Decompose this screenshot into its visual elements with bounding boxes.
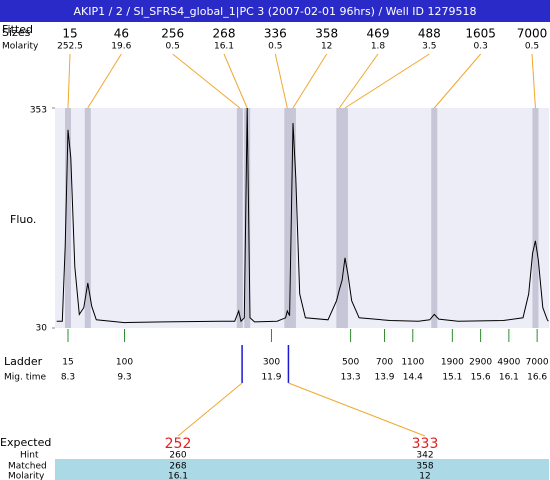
title-bar [0,0,550,22]
peak-molarity: 0.5 [268,42,282,52]
expected-value: 333 [412,436,439,452]
peak-size: 336 [264,27,287,41]
ladder-time: 16.1 [499,373,519,383]
expected-connector [177,382,243,437]
ladder-size: 1900 [441,358,464,368]
sizes-label: Sizes [2,26,31,39]
hint-value: 260 [169,451,186,461]
peak-connector [87,53,122,109]
ladder-size: 700 [376,358,393,368]
peak-size: 15 [62,27,77,41]
ladder-size: 100 [116,358,133,368]
matched-value: 268 [169,462,186,472]
matched-label: Matched [8,462,47,472]
ladder-size: 2900 [469,358,492,368]
peak-band [336,108,343,328]
ladder-size: 1100 [401,358,424,368]
y-label: Fluo. [10,213,36,226]
ladder-label: Ladder [4,355,43,368]
matched-row-bg [55,459,549,480]
molarity-label: Molarity [2,42,39,52]
peak-band [341,108,348,328]
trace-line [56,108,549,324]
ladder-time: 8.3 [61,373,75,383]
ladder-size: 300 [263,358,280,368]
matched-molarity: 16.1 [168,472,188,480]
plot-area [55,108,549,328]
peak-connector [67,53,71,109]
title: AKIP1 / 2 / SI_SFRS4_global_1|PC 3 (2007… [74,5,477,18]
ladder-size: 7000 [526,358,549,368]
peak-size: 256 [161,27,184,41]
peak-connector [344,53,430,109]
mig-time-label: Mig. time [4,373,46,383]
matched-value: 358 [416,462,433,472]
ladder-size: 500 [342,358,359,368]
expected-connector [288,382,426,437]
peak-connector [433,53,482,109]
peak-molarity: 1.8 [371,42,386,52]
peak-size: 358 [315,27,338,41]
peak-molarity: 3.5 [422,42,436,52]
peak-band [431,108,438,328]
peak-connector [172,53,241,109]
peak-molarity: 16.1 [214,42,234,52]
peak-molarity: 0.5 [166,42,180,52]
hint-label: Hint [20,451,39,461]
peak-size: 46 [114,27,129,41]
y-tick-label: 30 [36,324,48,334]
peak-molarity: 0.5 [525,42,539,52]
fitted-label: Fitted [2,23,33,36]
ladder-time: 9.3 [117,373,131,383]
ladder-time: 13.9 [374,373,394,383]
ladder-time: 16.6 [527,373,547,383]
ladder-time: 15.1 [442,373,462,383]
ladder-time: 13.3 [341,373,361,383]
ladder-size: 15 [62,358,73,368]
peak-size: 268 [213,27,236,41]
peak-band [289,108,296,328]
peak-band [65,108,71,328]
expected-value: 252 [165,436,192,452]
ladder-time: 15.6 [471,373,491,383]
expected-molarity-label: Molarity [8,472,45,480]
y-tick-label: 353 [30,106,47,116]
peak-size: 488 [418,27,441,41]
peak-molarity: 252.5 [57,42,83,52]
expected-label: Expected [0,436,51,449]
peak-band [284,108,291,328]
peak-connector [292,53,328,109]
peak-connector [338,53,379,109]
peak-band [532,108,539,328]
peak-size: 1605 [465,27,496,41]
peak-band [244,108,251,328]
peak-molarity: 12 [321,42,332,52]
peak-connector [223,53,248,109]
peak-size: 469 [367,27,390,41]
peak-connector [274,53,288,109]
peak-band [84,108,91,328]
peak-connector [531,53,536,109]
peak-size: 7000 [517,27,548,41]
ladder-time: 11.9 [261,373,281,383]
trace-group [56,108,549,324]
ladder-size: 4900 [497,358,520,368]
peak-molarity: 19.6 [111,42,131,52]
ladder-time: 14.4 [403,373,423,383]
matched-molarity: 12 [419,472,430,480]
hint-value: 342 [416,451,433,461]
peak-band [236,108,243,328]
peak-molarity: 0.3 [474,42,488,52]
